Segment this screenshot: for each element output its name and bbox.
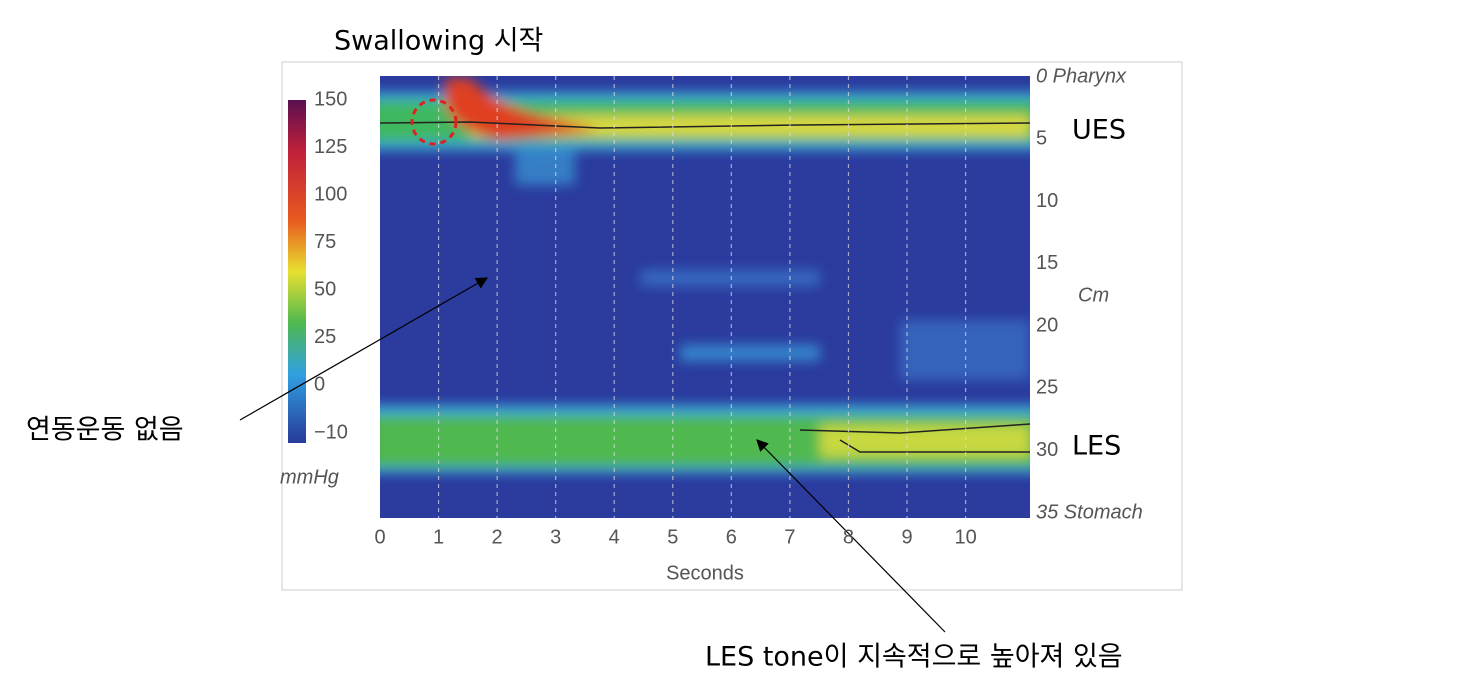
annotation: Swallowing 시작 [334,26,543,57]
y-tick-label: 35 Stomach [1036,501,1143,523]
x-tick-label: 3 [550,526,561,548]
colorbar-tick-label: 75 [314,231,336,253]
colorbar-tick-label: 150 [314,88,347,110]
y-axis-label: Cm [1078,284,1109,306]
y-tick-label: 0 Pharynx [1036,65,1127,87]
annotation: UES [1072,115,1126,146]
x-tick-label: 1 [433,526,444,548]
x-tick-label: 2 [492,526,503,548]
y-tick-label: 30 [1036,439,1058,461]
colorbar-tick-label: 0 [314,374,325,396]
colorbar-tick-label: 100 [314,183,347,205]
x-tick-label: 4 [609,526,620,548]
y-tick-label: 15 [1036,252,1058,274]
x-tick-label: 5 [667,526,678,548]
swallow-marker [410,98,458,146]
y-tick-label: 10 [1036,190,1058,212]
colorbar-unit: mmHg [280,466,339,488]
y-tick-label: 5 [1036,128,1047,150]
colorbar-tick-label: 125 [314,136,347,158]
arrow [239,277,489,421]
x-tick-label: 6 [726,526,737,548]
annotation: 연동운동 없음 [26,415,184,446]
x-tick-label: 8 [843,526,854,548]
annotation: LES [1072,431,1121,462]
y-tick-label: 20 [1036,314,1058,336]
arrow [756,439,946,633]
colorbar-tick-label: 25 [314,326,336,348]
y-tick-label: 25 [1036,377,1058,399]
heatmap [380,76,1030,518]
x-tick-label: 10 [954,526,976,548]
x-axis-label: Seconds [666,562,744,584]
colorbar [288,100,306,443]
colorbar-tick-label: 50 [314,279,336,301]
colorbar-tick-label: −10 [314,421,348,443]
x-tick-label: 9 [901,526,912,548]
x-tick-label: 7 [784,526,795,548]
annotation: LES tone이 지속적으로 높아져 있음 [705,642,1123,673]
x-tick-label: 0 [374,526,385,548]
